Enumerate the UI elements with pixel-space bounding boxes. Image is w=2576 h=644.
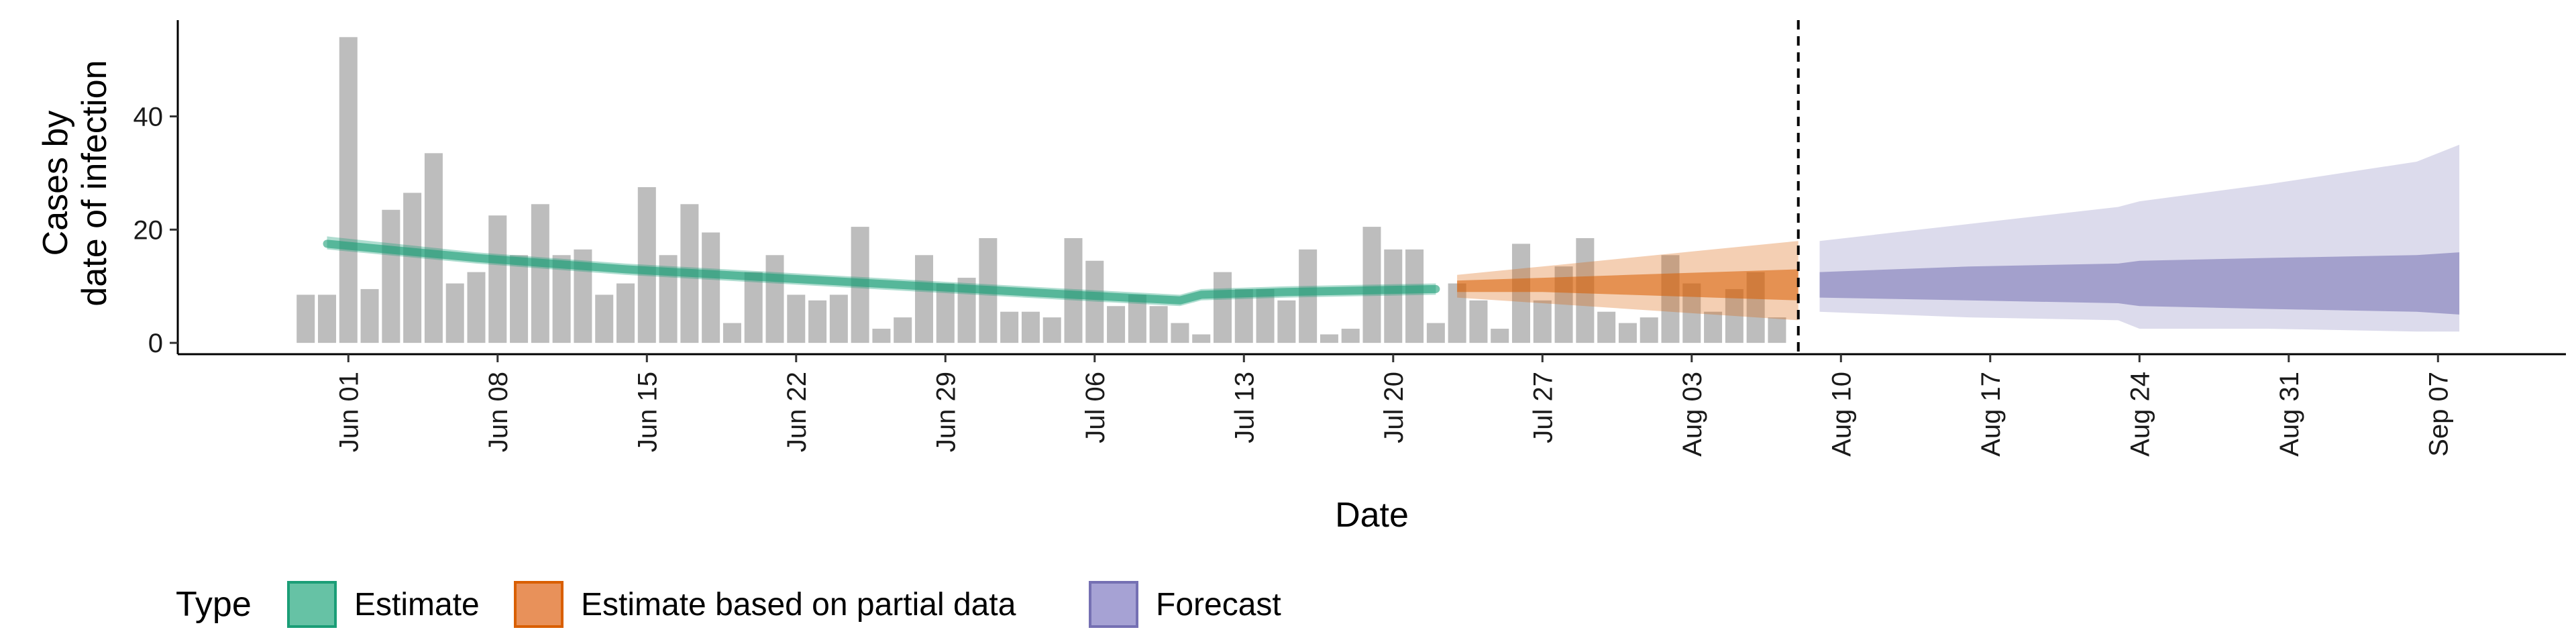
y-axis-title: Cases by date of infection: [36, 60, 114, 306]
case-bar: [595, 294, 614, 343]
estimate-line: [323, 239, 1440, 305]
x-ticks: Jun 01 Jun 08 Jun 15 Jun 22 Jun 29 Jul 06 Jul …: [334, 354, 2453, 457]
legend-label-forecast: Forecast: [1156, 587, 1281, 623]
x-tick-label: Aug 10: [1827, 372, 1856, 457]
case-bar: [702, 232, 720, 343]
case-bar: [1320, 334, 1338, 343]
case-bar: [914, 255, 934, 343]
case-bar: [765, 255, 784, 343]
x-tick-label: Aug 17: [1976, 372, 2006, 457]
forecast-band-50: [1819, 252, 2460, 315]
case-bar: [1618, 323, 1637, 343]
case-bar: [1426, 323, 1445, 343]
legend: Type Estimate Estimate based on partial …: [176, 581, 1281, 628]
case-bar: [467, 272, 486, 343]
x-axis-title: Date: [1335, 496, 1409, 535]
case-bar: [445, 283, 464, 343]
x-tick-label: Jul 06: [1081, 372, 1110, 443]
case-bar: [552, 255, 571, 343]
legend-label-estimate: Estimate: [354, 587, 480, 623]
partial-band-50: [1457, 269, 1799, 301]
case-bar: [510, 255, 529, 343]
legend-title: Type: [176, 585, 252, 624]
legend-key-forecast: [1089, 581, 1138, 628]
y-tick-label: 20: [133, 215, 164, 245]
case-bar: [360, 288, 379, 343]
case-bar: [1597, 311, 1616, 343]
case-bar: [787, 294, 806, 343]
legend-key-estimate: [287, 581, 337, 628]
y-tick-label: 0: [148, 329, 163, 358]
case-bar: [531, 204, 549, 343]
case-bar: [1021, 311, 1040, 343]
y-tick-label: 40: [133, 102, 164, 131]
case-bar: [894, 317, 912, 343]
case-bar: [1149, 306, 1168, 343]
legend-key-partial: [514, 581, 564, 628]
plot-area: [297, 20, 2460, 354]
case-bar: [1491, 329, 1509, 343]
case-bar: [1277, 300, 1296, 343]
x-tick-label: Jun 15: [633, 372, 662, 452]
x-tick-label: Aug 03: [1678, 372, 1707, 457]
case-bar: [1234, 288, 1253, 343]
case-bar: [1107, 306, 1126, 343]
x-tick-label: Jul 20: [1379, 372, 1409, 443]
legend-label-partial: Estimate based on partial data: [581, 587, 1016, 623]
case-bar: [297, 294, 315, 343]
case-bar: [1405, 249, 1424, 343]
case-bar: [1000, 311, 1019, 343]
case-bar: [1171, 323, 1189, 343]
x-tick-label: Jul 13: [1230, 372, 1259, 443]
x-tick-label: Jun 22: [782, 372, 812, 452]
case-bar: [488, 215, 507, 343]
case-bar: [1128, 294, 1146, 343]
x-tick-label: Sep 07: [2424, 372, 2453, 457]
case-bar: [1192, 334, 1211, 343]
case-bar: [1533, 300, 1552, 343]
case-bar: [1213, 272, 1232, 343]
case-bar: [744, 272, 763, 343]
case-bar: [424, 153, 443, 343]
case-bar: [1085, 260, 1104, 343]
case-bar: [1511, 244, 1531, 343]
case-bar: [1640, 317, 1658, 343]
case-bar: [1448, 283, 1466, 343]
case-bar: [1299, 249, 1318, 343]
case-bar: [1042, 317, 1061, 343]
x-tick-label: Aug 31: [2275, 372, 2304, 457]
case-bar: [339, 37, 358, 343]
case-bar: [1661, 255, 1680, 343]
case-bar: [936, 283, 955, 343]
case-bar: [1768, 317, 1786, 343]
case-bar: [829, 294, 848, 343]
y-axis-title-line-1: Cases by: [36, 111, 75, 256]
case-bar: [808, 300, 827, 343]
case-bar: [1362, 227, 1381, 343]
x-tick-label: Jul 27: [1528, 372, 1558, 443]
x-tick-label: Jun 29: [931, 372, 961, 452]
case-bar: [1469, 300, 1488, 343]
case-bar: [1384, 249, 1403, 343]
y-ticks: 0 20 40: [133, 102, 178, 358]
y-axis-title-line-2: date of infection: [75, 60, 114, 306]
case-bar: [872, 329, 891, 343]
case-bar: [722, 323, 741, 343]
x-tick-label: Jun 01: [334, 372, 364, 452]
case-bar: [317, 294, 337, 343]
x-tick-label: Aug 24: [2125, 372, 2155, 457]
case-bar: [1341, 329, 1360, 343]
x-tick-label: Jun 08: [484, 372, 513, 452]
case-bar: [637, 187, 656, 343]
case-bar: [1704, 311, 1723, 343]
case-bar: [382, 209, 400, 343]
case-bar: [616, 283, 635, 343]
case-bar: [403, 193, 422, 343]
case-bar: [1256, 288, 1275, 343]
